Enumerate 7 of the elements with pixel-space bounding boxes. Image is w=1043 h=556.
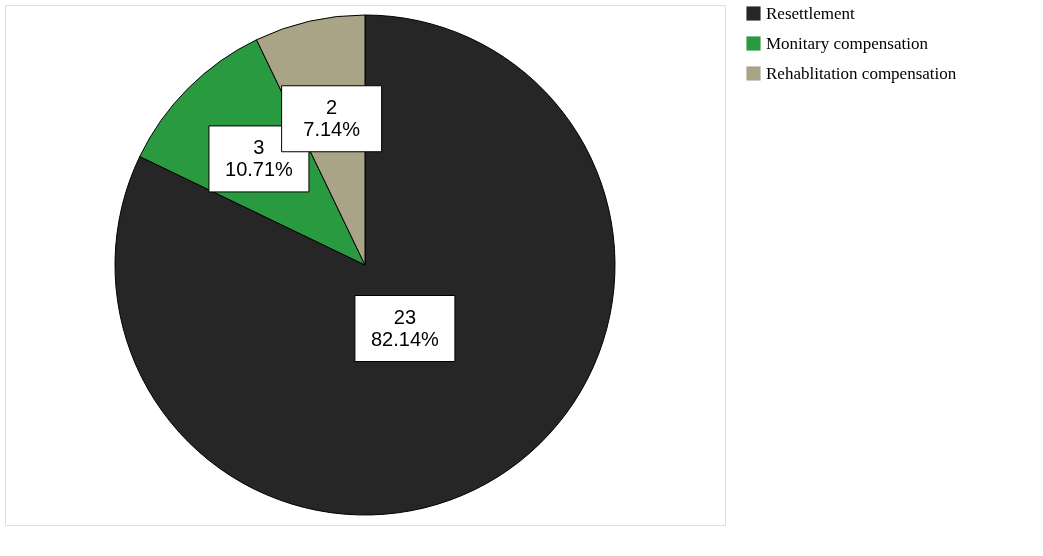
data-label: 3 10.71% xyxy=(225,135,294,180)
data-label: 23 82.14% xyxy=(370,305,440,350)
legend-label: Monitary compensation xyxy=(766,33,929,53)
legend-label: Resettlement xyxy=(766,3,856,23)
pie-slice xyxy=(114,14,616,516)
legend-label: Rehablitation compensation xyxy=(766,63,957,83)
data-label: 2 7.14% xyxy=(303,95,361,140)
